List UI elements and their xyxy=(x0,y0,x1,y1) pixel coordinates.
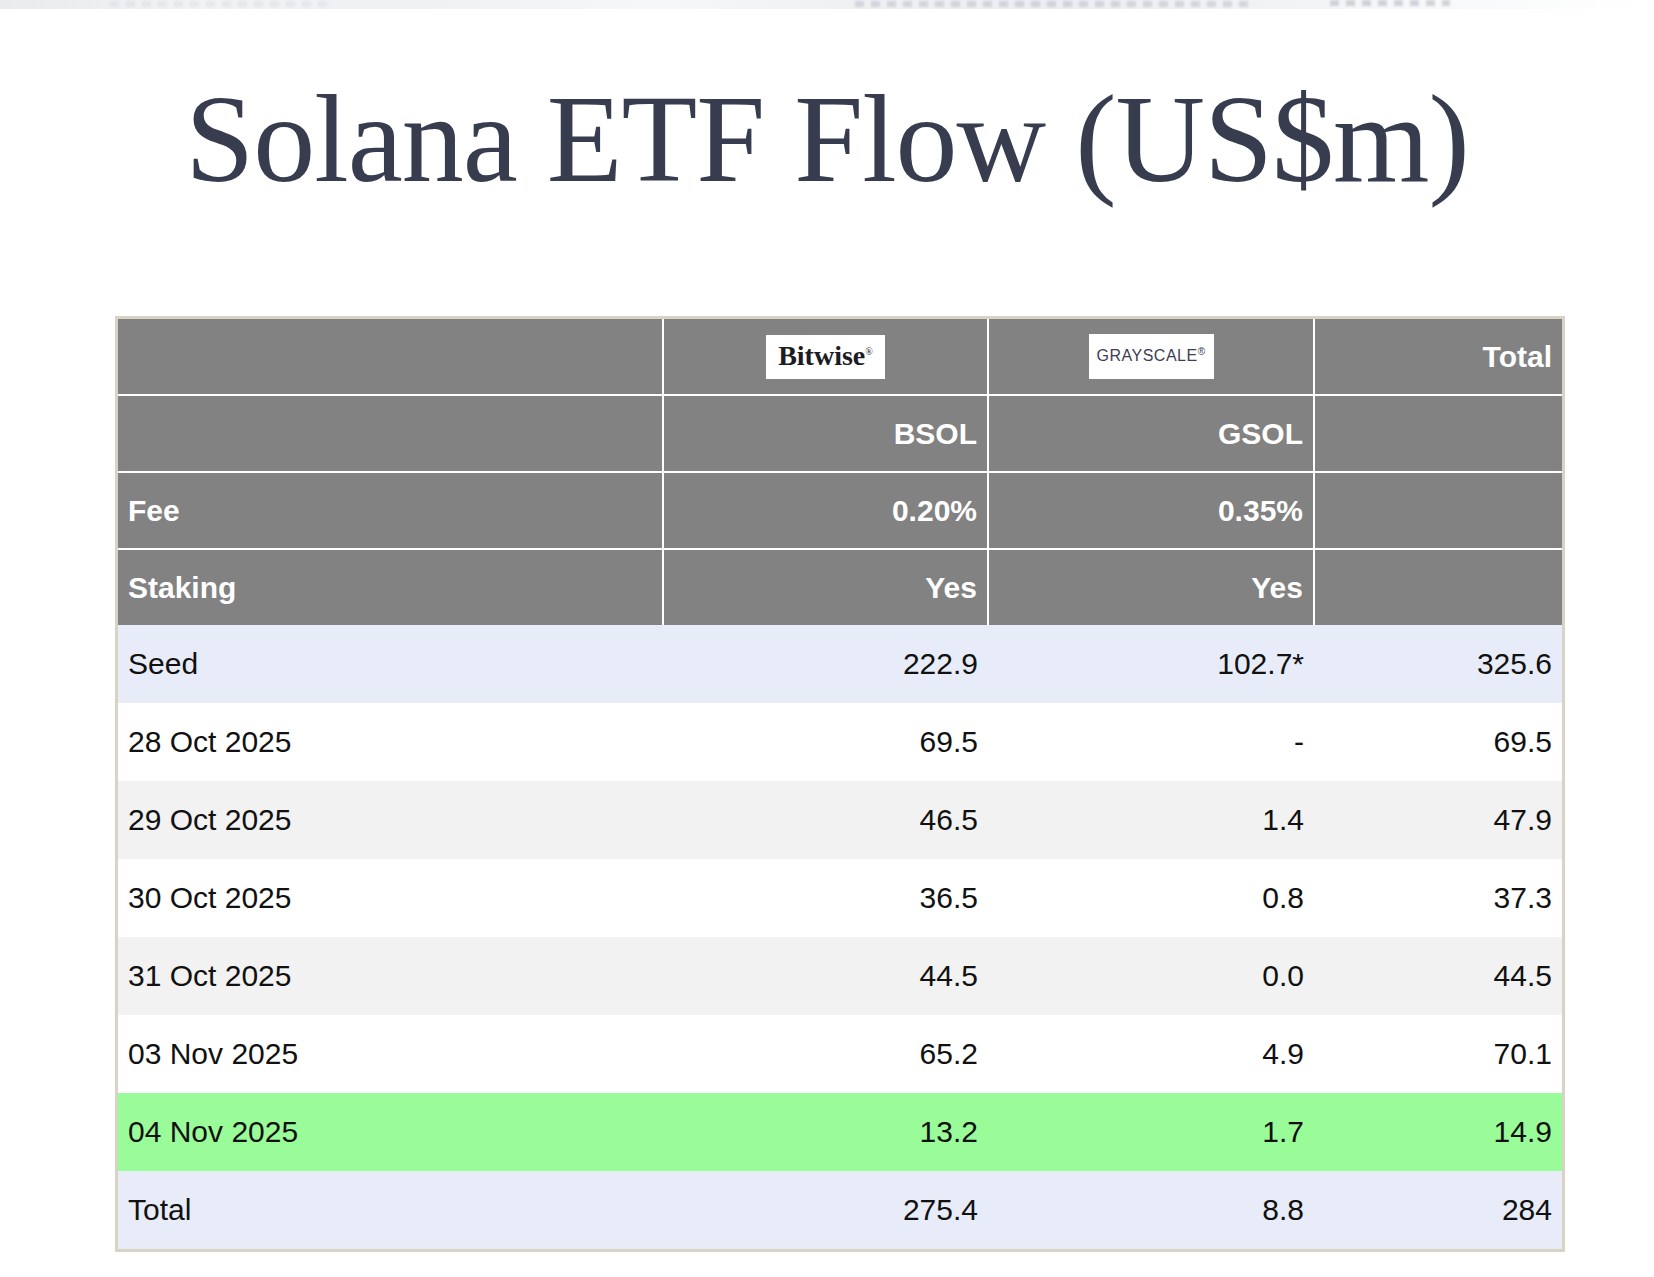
bitwise-logo: Bitwise® xyxy=(766,335,885,379)
gsol-fee-cell: 0.35% xyxy=(988,472,1314,549)
table-row-seed: Seed 222.9 102.7* 325.6 xyxy=(118,625,1562,703)
total-value-cell: 70.1 xyxy=(1314,1015,1562,1093)
grayscale-logo: GRAYSCALE® xyxy=(1089,334,1214,378)
bsol-value-cell: 44.5 xyxy=(663,937,988,1015)
table-row-04-nov-highlighted: 04 Nov 2025 13.2 1.7 14.9 xyxy=(118,1093,1562,1171)
fee-row-label: Fee xyxy=(118,472,663,549)
table-row-03-nov: 03 Nov 2025 65.2 4.9 70.1 xyxy=(118,1015,1562,1093)
total-column-header: Total xyxy=(1314,319,1562,395)
bsol-value-cell: 69.5 xyxy=(663,703,988,781)
page: Solana ETF Flow (US$m) Bitwise® GRAYSCAL… xyxy=(0,0,1654,1277)
empty-header-cell xyxy=(118,395,663,472)
staking-header-row: Staking Yes Yes xyxy=(118,549,1562,625)
row-label-cell: 28 Oct 2025 xyxy=(118,703,663,781)
bsol-ticker-cell: BSOL xyxy=(663,395,988,472)
bsol-staking-cell: Yes xyxy=(663,549,988,625)
grayscale-registered-mark: ® xyxy=(1198,346,1206,357)
row-label-cell: 03 Nov 2025 xyxy=(118,1015,663,1093)
bsol-value-cell: 275.4 xyxy=(663,1171,988,1249)
row-label-cell: Seed xyxy=(118,625,663,703)
top-edge-smudge xyxy=(1330,0,1450,6)
page-title: Solana ETF Flow (US$m) xyxy=(0,66,1654,215)
etf-flow-table: Bitwise® GRAYSCALE® Total BSOL GSOL Fee … xyxy=(118,319,1562,1249)
etf-flow-table-container: Bitwise® GRAYSCALE® Total BSOL GSOL Fee … xyxy=(115,316,1565,1252)
total-value-cell: 44.5 xyxy=(1314,937,1562,1015)
gsol-value-cell: 8.8 xyxy=(988,1171,1314,1249)
gsol-value-cell: - xyxy=(988,703,1314,781)
bitwise-logo-text: Bitwise xyxy=(778,340,865,371)
ticker-header-row: BSOL GSOL xyxy=(118,395,1562,472)
empty-header-cell xyxy=(1314,549,1562,625)
total-value-cell: 325.6 xyxy=(1314,625,1562,703)
gsol-staking-cell: Yes xyxy=(988,549,1314,625)
gsol-value-cell: 4.9 xyxy=(988,1015,1314,1093)
bitwise-registered-mark: ® xyxy=(865,345,873,356)
logo-header-row: Bitwise® GRAYSCALE® Total xyxy=(118,319,1562,395)
gsol-value-cell: 102.7* xyxy=(988,625,1314,703)
bsol-fee-cell: 0.20% xyxy=(663,472,988,549)
top-edge-smudge xyxy=(110,1,330,7)
bsol-value-cell: 13.2 xyxy=(663,1093,988,1171)
row-label-cell: 31 Oct 2025 xyxy=(118,937,663,1015)
grayscale-logo-text: GRAYSCALE xyxy=(1097,348,1198,365)
table-row-28-oct: 28 Oct 2025 69.5 - 69.5 xyxy=(118,703,1562,781)
fee-header-row: Fee 0.20% 0.35% xyxy=(118,472,1562,549)
table-row-31-oct: 31 Oct 2025 44.5 0.0 44.5 xyxy=(118,937,1562,1015)
bitwise-header-cell: Bitwise® xyxy=(663,319,988,395)
bsol-value-cell: 36.5 xyxy=(663,859,988,937)
gsol-value-cell: 1.4 xyxy=(988,781,1314,859)
grayscale-header-cell: GRAYSCALE® xyxy=(988,319,1314,395)
empty-header-cell xyxy=(1314,395,1562,472)
row-label-cell: 04 Nov 2025 xyxy=(118,1093,663,1171)
empty-header-cell xyxy=(118,319,663,395)
table-row-total: Total 275.4 8.8 284 xyxy=(118,1171,1562,1249)
row-label-cell: 30 Oct 2025 xyxy=(118,859,663,937)
top-edge-smudge xyxy=(855,1,1255,7)
bsol-value-cell: 222.9 xyxy=(663,625,988,703)
table-row-29-oct: 29 Oct 2025 46.5 1.4 47.9 xyxy=(118,781,1562,859)
total-value-cell: 69.5 xyxy=(1314,703,1562,781)
gsol-ticker-cell: GSOL xyxy=(988,395,1314,472)
bsol-value-cell: 65.2 xyxy=(663,1015,988,1093)
gsol-value-cell: 1.7 xyxy=(988,1093,1314,1171)
staking-row-label: Staking xyxy=(118,549,663,625)
row-label-cell: Total xyxy=(118,1171,663,1249)
total-value-cell: 47.9 xyxy=(1314,781,1562,859)
row-label-cell: 29 Oct 2025 xyxy=(118,781,663,859)
total-value-cell: 14.9 xyxy=(1314,1093,1562,1171)
total-value-cell: 284 xyxy=(1314,1171,1562,1249)
empty-header-cell xyxy=(1314,472,1562,549)
bsol-value-cell: 46.5 xyxy=(663,781,988,859)
gsol-value-cell: 0.8 xyxy=(988,859,1314,937)
total-value-cell: 37.3 xyxy=(1314,859,1562,937)
top-window-edge xyxy=(0,0,1654,9)
gsol-value-cell: 0.0 xyxy=(988,937,1314,1015)
table-row-30-oct: 30 Oct 2025 36.5 0.8 37.3 xyxy=(118,859,1562,937)
